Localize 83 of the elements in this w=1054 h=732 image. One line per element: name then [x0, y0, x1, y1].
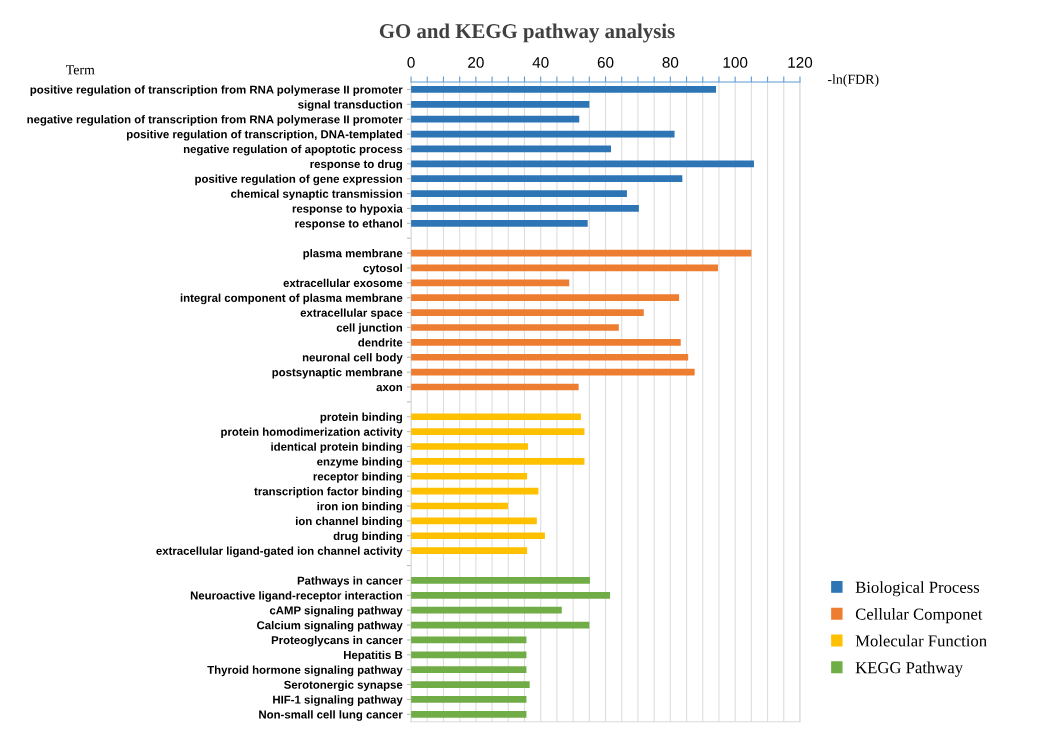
y-tick-label: Thyroid hormone signaling pathway: [207, 665, 403, 677]
y-tick-label: Hepatitis B: [344, 650, 403, 662]
y-tick-label: transcription factor binding: [254, 487, 402, 498]
y-tick-label: Neuroactive ligand-receptor interaction: [190, 591, 403, 602]
y-tick-label: cAMP signaling pathway: [269, 606, 403, 617]
legend-label: Molecular Function: [855, 634, 987, 647]
y-tick-label: ion channel binding: [295, 516, 402, 528]
x-tick-label: 80: [662, 57, 679, 68]
y-tick-label: protein binding: [320, 412, 402, 424]
y-tick-label: enzyme binding: [317, 457, 402, 468]
y-tick-label: chemical synaptic transmission: [231, 189, 403, 201]
bar: [411, 309, 644, 316]
bar: [411, 696, 527, 703]
bar: [411, 710, 527, 718]
y-tick-label: extracellular ligand-gated ion channel activity: [156, 546, 403, 558]
y-tick-label: receptor binding: [313, 472, 402, 483]
y-tick-label: cytosol: [363, 263, 402, 275]
bar: [411, 666, 527, 674]
bar: [411, 577, 590, 584]
bar: [411, 532, 545, 540]
bar: [411, 190, 627, 197]
bar: [411, 413, 581, 421]
bar: [411, 279, 570, 287]
bar: [411, 591, 611, 599]
y-tick-label: positive regulation of transcription, DNA-templated: [126, 129, 402, 141]
y-tick-label: plasma membrane: [303, 248, 403, 260]
bar: [411, 160, 754, 168]
bar: [411, 294, 680, 302]
y-tick-label: postsynaptic membrane: [272, 367, 403, 379]
x-tick-label: 120: [788, 57, 813, 68]
bar: [411, 339, 681, 346]
bar: [411, 86, 717, 93]
y-tick-label: positive regulation of transcription from RNA polymerase II promoter: [30, 85, 403, 96]
y-tick-label: axon: [376, 384, 403, 392]
x-tick-label: 60: [597, 57, 614, 68]
y-tick-label: Non-small cell lung cancer: [259, 710, 403, 721]
y-tick-label: Calcium signaling pathway: [257, 620, 403, 632]
y-tick-label: Proteoglycans in cancer: [271, 635, 403, 647]
y-axis-title: Term: [66, 65, 95, 75]
bar: [411, 205, 639, 212]
x-tick-label: 0: [407, 57, 415, 68]
y-tick-label: Serotonergic synapse: [284, 680, 403, 692]
y-tick-label: neuronal cell body: [302, 353, 403, 364]
y-tick-label: cell junction: [336, 323, 403, 334]
legend-label: Biological Process: [855, 581, 980, 597]
y-tick-label: response to hypoxia: [292, 204, 403, 215]
y-tick-label: dendrite: [358, 338, 403, 347]
bar: [411, 324, 619, 331]
x-tick-label: 100: [723, 57, 748, 68]
y-tick-label: extracellular exosome: [283, 278, 403, 288]
y-tick-label: positive regulation of gene expression: [195, 174, 403, 186]
bar: [411, 651, 527, 659]
y-tick-label: identical protein binding: [271, 442, 402, 454]
legend-label: KEGG Pathway: [855, 661, 963, 677]
y-tick-label: response to drug: [310, 159, 402, 171]
x-tick-label: 40: [532, 57, 549, 68]
y-tick-label: response to ethanol: [295, 219, 402, 230]
bar: [411, 472, 528, 480]
y-tick-label: integral component of plasma membrane: [180, 293, 403, 305]
y-tick-label: signal transduction: [298, 100, 403, 111]
bar: [411, 681, 530, 688]
y-tick-label: drug binding: [333, 531, 402, 543]
bar: [411, 175, 683, 183]
x-axis-title: -ln(FDR): [827, 74, 879, 87]
bar: [411, 606, 562, 614]
bar: [411, 100, 590, 108]
y-tick-label: extracellular space: [300, 308, 403, 320]
bar: [411, 547, 528, 554]
legend-label: Cellular Componet: [855, 608, 983, 624]
y-tick-label: negative regulation of apoptotic process: [183, 144, 403, 156]
y-tick-label: Pathways in cancer: [297, 576, 403, 587]
bar: [411, 219, 588, 227]
y-tick-label: protein homodimerization activity: [221, 427, 403, 439]
bar: [411, 443, 529, 450]
bar: [411, 458, 585, 465]
bar: [411, 428, 585, 435]
y-tick-label: HIF-1 signaling pathway: [273, 695, 403, 706]
bar: [411, 353, 689, 361]
y-tick-label: iron ion binding: [317, 501, 402, 513]
bar: [411, 115, 580, 123]
chart-title: GO and KEGG pathway analysis: [379, 23, 675, 43]
x-tick-label: 20: [468, 57, 484, 68]
y-tick-label: negative regulation of transcription from RNA polymerase II promoter: [27, 115, 403, 126]
